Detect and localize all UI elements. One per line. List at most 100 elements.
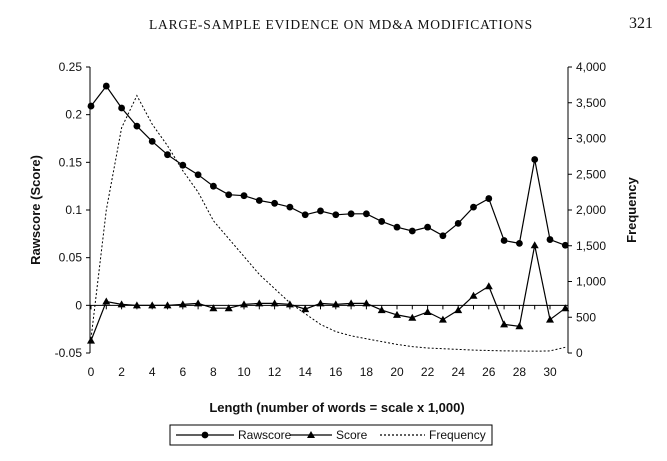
frequency-line: [90, 94, 566, 352]
rawscore-legend-marker: [201, 431, 209, 439]
score-point: [331, 300, 340, 308]
rawscore-point: [546, 236, 554, 243]
rawscore-point: [408, 227, 416, 235]
y-right-tick-label: 1,500: [576, 239, 606, 253]
rawscore-point: [485, 195, 493, 202]
tick-labels: 0 2 4 6 8 10 12 14 16 18 20 22 24 26 28 30-0.0500.050.1…: [55, 60, 607, 379]
score-point: [209, 304, 218, 312]
x-tick-label: 6: [179, 365, 186, 379]
score-point: [224, 304, 233, 312]
rawscore-point: [210, 182, 217, 190]
score-point: [377, 306, 386, 314]
y-right-tick-label: 500: [576, 310, 596, 324]
rawscore-point: [332, 211, 340, 219]
score-point: [194, 299, 203, 307]
rawscore-point: [301, 211, 309, 219]
score-point: [178, 300, 187, 308]
frequency-legend-label: Frequency: [429, 428, 486, 442]
rawscore-point: [531, 156, 539, 163]
score-point: [102, 297, 111, 305]
rawscore-point: [439, 232, 447, 240]
score-legend-marker: [307, 431, 315, 438]
rawscore-point: [225, 191, 233, 199]
x-tick-label: 14: [299, 365, 313, 379]
rawscore-point: [454, 219, 462, 227]
score-point: [148, 301, 157, 309]
score-point: [454, 306, 463, 314]
rawscore-point: [148, 137, 156, 145]
score-point: [500, 320, 509, 328]
score-point: [438, 315, 447, 323]
rawscore-point: [271, 199, 278, 207]
legend: Rawscore Score Frequency: [169, 424, 493, 446]
score-point: [408, 313, 417, 321]
y-right-tick-label: 0: [576, 346, 583, 360]
score-point: [469, 291, 478, 299]
score-point: [255, 299, 264, 307]
y-left-tick-label: 0.25: [59, 60, 83, 74]
y-right-tick-label: 3,000: [576, 132, 606, 146]
score-point: [362, 299, 371, 307]
page-number: 321: [629, 15, 653, 32]
score-point: [530, 241, 539, 249]
x-tick-label: 22: [421, 365, 435, 379]
rawscore-point: [424, 223, 431, 231]
x-tick-label: 26: [482, 365, 496, 379]
running-head: LARGE-SAMPLE EVIDENCE ON MD&A MODIFICATI…: [149, 17, 533, 32]
score-line: [90, 245, 566, 341]
rawscore-point: [240, 192, 248, 200]
x-tick-label: 12: [268, 365, 282, 379]
x-tick-label: 28: [513, 365, 527, 379]
series-layer: [87, 82, 570, 352]
y-right-tick-label: 1,000: [576, 275, 606, 289]
x-tick-label: 20: [390, 365, 404, 379]
y-left-tick-label: 0.2: [65, 108, 82, 122]
x-tick-label: 30: [543, 365, 557, 379]
rawscore-point: [317, 207, 324, 215]
y-left-tick-label: 0.1: [65, 203, 82, 217]
rawscore-line: [90, 85, 566, 246]
score-point: [117, 300, 126, 308]
rawscore-point: [286, 203, 294, 211]
rawscore-point: [516, 239, 523, 247]
score-point: [240, 300, 248, 308]
rawscore-point: [500, 237, 508, 244]
score-point: [393, 310, 401, 318]
rawscore-point: [470, 203, 477, 211]
rawscore-point: [347, 210, 355, 218]
rawscore-point: [179, 161, 187, 169]
y-left-tick-label: 0: [75, 298, 82, 312]
rawscore-point: [102, 82, 110, 90]
score-point: [561, 304, 570, 312]
rawscore-point: [363, 210, 370, 218]
rawscore-point: [194, 171, 202, 179]
score-point: [87, 336, 95, 344]
score-point: [423, 308, 432, 316]
score-legend-label: Score: [336, 428, 368, 442]
score-point: [285, 300, 294, 308]
y-axis-left-title: Rawscore (Score): [28, 155, 43, 265]
page-header: LARGE-SAMPLE EVIDENCE ON MD&A MODIFICATI…: [0, 0, 667, 40]
score-point: [546, 315, 554, 323]
score-point: [301, 305, 310, 313]
y-left-tick-label: 0.05: [59, 251, 83, 265]
x-tick-label: 8: [210, 365, 217, 379]
x-tick-label: 2: [118, 365, 125, 379]
score-point: [484, 282, 493, 290]
axes: [86, 66, 572, 354]
y-right-tick-label: 2,000: [576, 203, 606, 217]
rawscore-legend-label: Rawscore: [238, 428, 292, 442]
y-left-tick-label: -0.05: [55, 346, 83, 360]
rawscore-point: [561, 241, 569, 249]
x-axis-title: Length (number of words = scale x 1,000): [209, 400, 464, 415]
rawscore-point: [164, 151, 171, 159]
y-right-tick-label: 2,500: [576, 167, 606, 181]
rawscore-point: [393, 223, 401, 231]
rawscore-point: [378, 218, 386, 225]
rawscore-point: [118, 104, 125, 112]
x-tick-label: 0: [88, 365, 95, 379]
y-left-tick-label: 0.15: [59, 155, 83, 169]
x-tick-label: 18: [360, 365, 374, 379]
rawscore-point: [133, 122, 141, 130]
